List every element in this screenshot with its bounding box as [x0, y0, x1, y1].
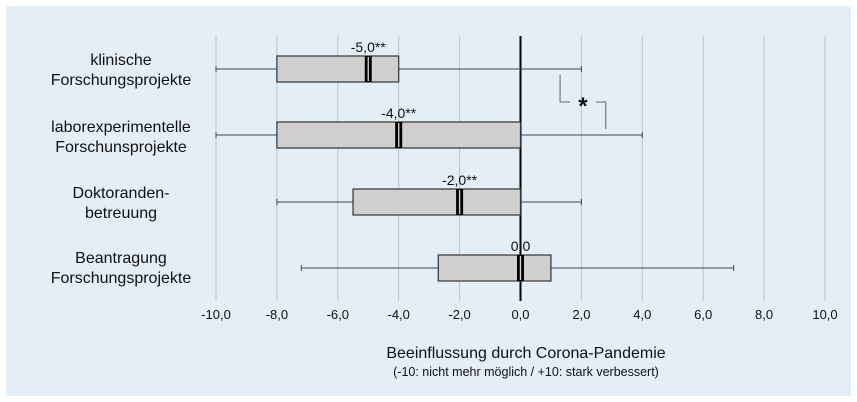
boxplot-row: -4,0** [215, 105, 643, 149]
x-axis-ticks: -10,0 -8,0 -6,0 -4,0 -2,0 0,0 2,0 4,0 6,0 8,0 10,0 [201, 307, 837, 322]
x-axis-subtitle: (-10: nicht mehr möglich / +10: stark ve… [393, 365, 659, 379]
category-label-doktoranden: Doktoranden- betreuung [26, 184, 216, 224]
boxplot-row: 0,0 [300, 238, 735, 282]
x-tick-label: 8,0 [755, 307, 773, 322]
median-label: 0,0 [511, 238, 531, 254]
significance-bracket: * [559, 75, 607, 129]
median-label: -5,0** [351, 39, 387, 55]
x-tick-label: -8,0 [266, 307, 288, 322]
x-tick-label: -2,0 [448, 307, 470, 322]
category-label-line: Forschungsprojekte [50, 270, 192, 287]
boxplots: -5,0** -4,0** -2,0** 0,0 [215, 39, 735, 282]
median-label: -4,0** [381, 105, 417, 121]
x-tick-label: 0,0 [511, 307, 529, 322]
x-tick-label: 10,0 [812, 307, 837, 322]
x-tick-label: -10,0 [201, 307, 231, 322]
x-tick-label: 2,0 [572, 307, 590, 322]
boxplot-row: -2,0** [276, 172, 582, 216]
category-label-line: klinische [90, 52, 152, 69]
x-tick-label: 4,0 [633, 307, 651, 322]
x-tick-label: -6,0 [327, 307, 349, 322]
bracket-right [595, 101, 607, 129]
median-label: -2,0** [442, 172, 478, 188]
x-axis-title: Beeinflussung durch Corona-Pandemie [386, 345, 666, 362]
box [437, 254, 552, 282]
category-label-beantragung: Beantragung Forschungsprojekte [26, 249, 216, 289]
bracket-left [559, 75, 571, 103]
category-label-klinische: klinische Forschungsprojekte [26, 51, 216, 91]
box [352, 188, 522, 216]
category-label-line: laborexperimentelle [51, 119, 191, 136]
category-label-line: betreuung [84, 205, 158, 222]
x-tick-label: 6,0 [694, 307, 712, 322]
significance-star: * [578, 93, 588, 120]
category-label-line: Beantragung [75, 250, 167, 267]
chart-figure: -10,0 -8,0 -6,0 -4,0 -2,0 0,0 2,0 4,0 6,0 8,0 10,0… [6, 6, 851, 396]
boxplot-chart: -10,0 -8,0 -6,0 -4,0 -2,0 0,0 2,0 4,0 6,0 8,0 10,0… [201, 36, 838, 322]
category-label-line: Forschunsprojekte [55, 139, 187, 156]
boxplot-row: -5,0** [215, 39, 582, 83]
box [276, 55, 400, 83]
category-label-laborexperimentelle: laborexperimentelle Forschunsprojekte [26, 118, 216, 158]
category-label-line: Doktoranden- [72, 185, 170, 202]
category-label-line: Forschungsprojekte [50, 72, 192, 89]
x-tick-label: -4,0 [387, 307, 409, 322]
